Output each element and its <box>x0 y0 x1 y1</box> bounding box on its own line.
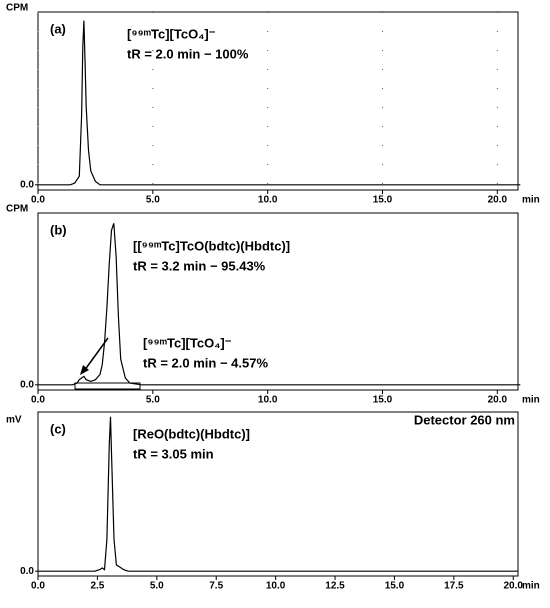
x-tick-label: 5.0 <box>146 395 160 406</box>
arrow-head <box>80 365 89 375</box>
y-tick-label: 0.0 <box>20 379 34 390</box>
annotation: [ReO(bdtc)(Hbdtc)] <box>133 426 250 441</box>
integration-bracket <box>74 382 141 390</box>
annotation: [⁹⁹ᵐTc][TcO₄]⁻ <box>127 26 216 41</box>
x-tick-label: 20.0 <box>504 581 524 592</box>
annotation: Detector 260 nm <box>414 412 515 427</box>
x-axis-label: min <box>522 395 540 406</box>
x-tick-label: 5.0 <box>146 195 160 206</box>
x-tick-label: 0.0 <box>31 195 45 206</box>
x-tick-label: 15.0 <box>385 581 405 592</box>
x-tick-label: 10.0 <box>258 395 278 406</box>
panel-label: (b) <box>50 222 67 237</box>
y-axis-label: CPM <box>6 204 28 215</box>
trace <box>38 223 521 386</box>
x-tick-label: 20.0 <box>488 195 508 206</box>
y-tick-label: 0.0 <box>20 179 34 190</box>
annotation: tR = 2.0 min − 4.57% <box>143 355 268 370</box>
x-tick-label: 10.0 <box>258 195 278 206</box>
y-axis-label: CPM <box>6 3 28 14</box>
annotation: [⁹⁹ᵐTc][TcO₄]⁻ <box>143 335 232 350</box>
x-tick-label: 5.0 <box>150 581 164 592</box>
trace <box>38 20 521 186</box>
x-axis-label: min <box>522 195 540 206</box>
annotation: tR = 3.2 min − 95.43% <box>133 258 266 273</box>
panel-label: (a) <box>50 21 66 36</box>
x-tick-label: 15.0 <box>373 395 393 406</box>
plot-frame <box>37 11 519 191</box>
panel-label: (c) <box>50 421 66 436</box>
x-tick-label: 0.0 <box>31 581 45 592</box>
annotation: [[⁹⁹ᵐTc]TcO(bdtc)(Hbdtc)] <box>133 238 290 253</box>
annotation: tR = 2.0 min − 100% <box>127 46 249 61</box>
plot-frame <box>37 411 519 577</box>
x-tick-label: 12.5 <box>325 581 345 592</box>
trace <box>38 416 518 572</box>
plot-frame <box>37 212 519 391</box>
x-tick-label: 10.0 <box>266 581 286 592</box>
y-axis-label: mV <box>6 415 22 426</box>
x-tick-label: 17.5 <box>444 581 464 592</box>
x-tick-label: 0.0 <box>31 395 45 406</box>
x-tick-label: 15.0 <box>373 195 393 206</box>
x-axis-label: min <box>522 581 540 592</box>
x-tick-label: 20.0 <box>488 395 508 406</box>
y-tick-label: 0.0 <box>20 566 34 577</box>
annotation: tR = 3.05 min <box>133 446 214 461</box>
x-tick-label: 2.5 <box>90 581 104 592</box>
x-tick-label: 7.5 <box>209 581 223 592</box>
